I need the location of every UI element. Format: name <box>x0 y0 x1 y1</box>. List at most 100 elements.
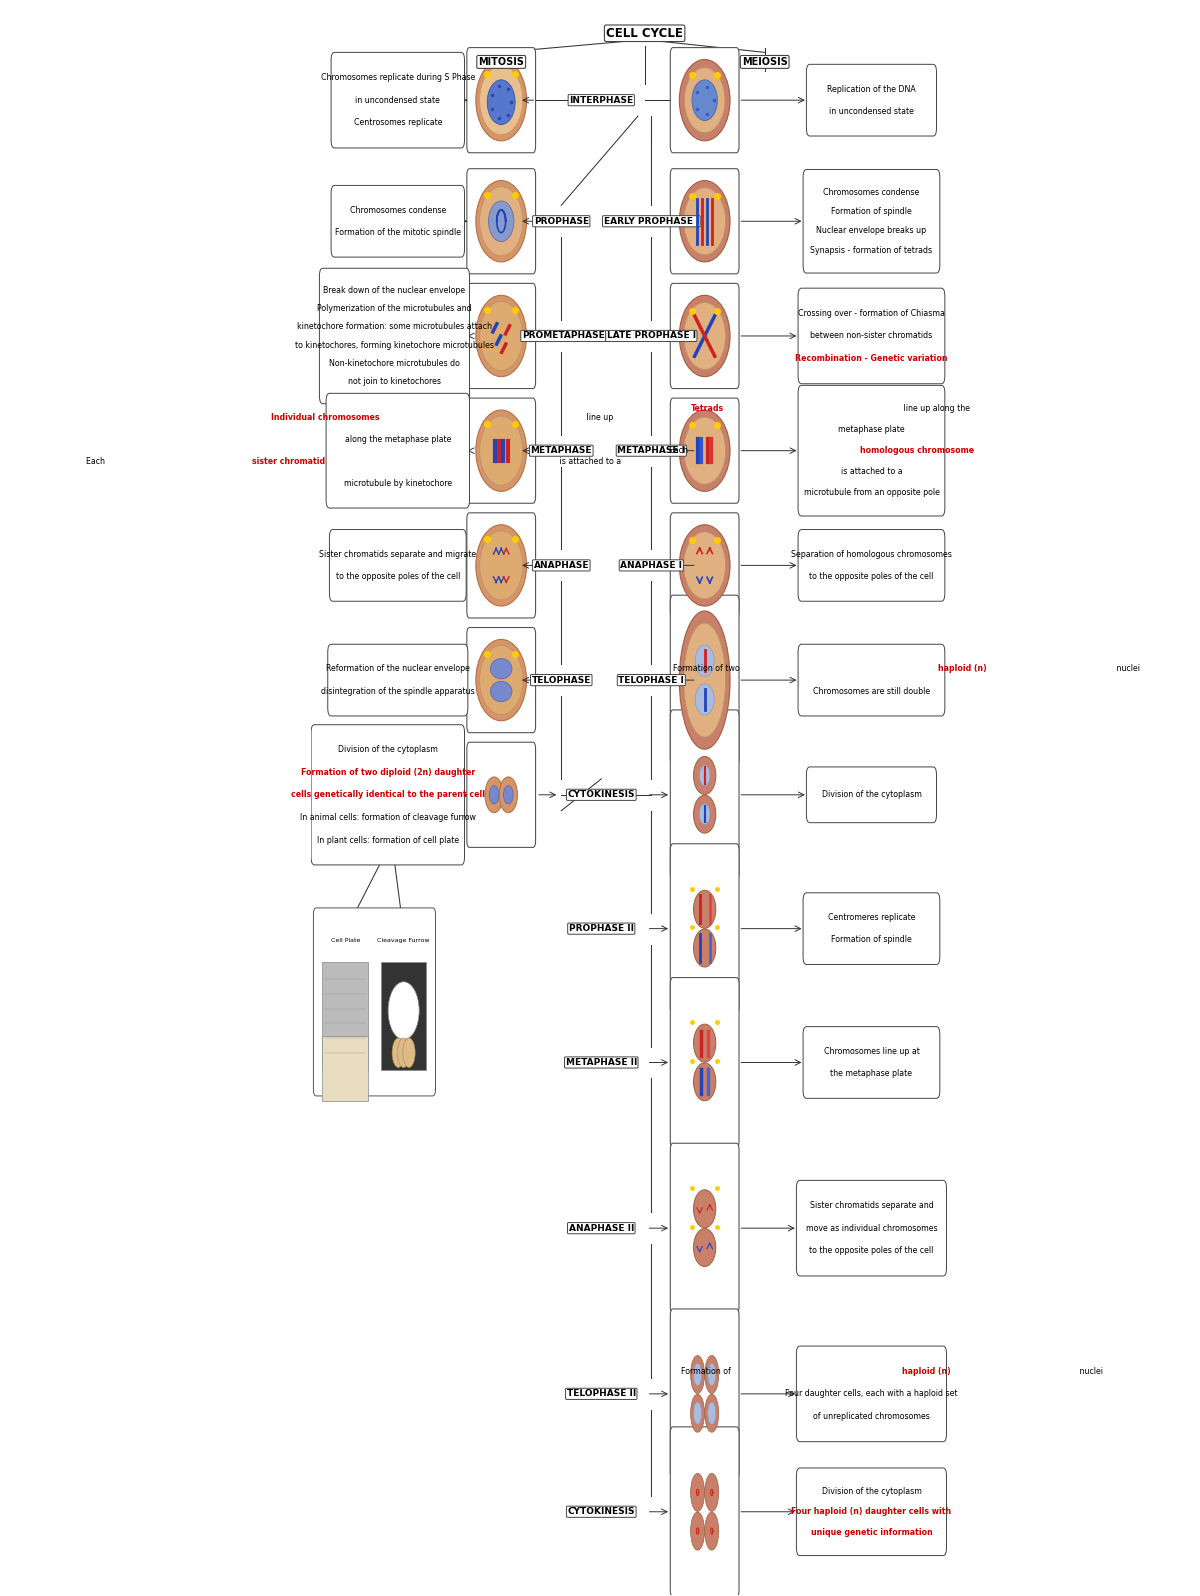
FancyBboxPatch shape <box>798 645 944 717</box>
Text: Polymerization of the microtubules and: Polymerization of the microtubules and <box>317 303 472 313</box>
FancyBboxPatch shape <box>467 512 535 618</box>
Text: metaphase plate: metaphase plate <box>838 425 905 434</box>
Text: LATE PROPHASE I: LATE PROPHASE I <box>607 332 696 340</box>
FancyBboxPatch shape <box>798 385 944 516</box>
Text: INTERPHASE: INTERPHASE <box>569 96 634 105</box>
Ellipse shape <box>694 795 716 833</box>
Ellipse shape <box>388 982 419 1039</box>
FancyBboxPatch shape <box>797 1468 947 1556</box>
Ellipse shape <box>694 1063 716 1101</box>
Text: nuclei: nuclei <box>1114 664 1140 674</box>
Ellipse shape <box>499 777 517 812</box>
Ellipse shape <box>480 531 523 600</box>
Ellipse shape <box>694 891 716 929</box>
Text: Reformation of the nuclear envelope: Reformation of the nuclear envelope <box>326 664 469 674</box>
Ellipse shape <box>684 531 726 598</box>
Text: Division of the cytoplasm: Division of the cytoplasm <box>822 790 922 800</box>
Text: is attached to a: is attached to a <box>557 456 622 466</box>
Ellipse shape <box>694 1189 716 1227</box>
Text: Crossing over - formation of Chiasma: Crossing over - formation of Chiasma <box>798 308 944 318</box>
Ellipse shape <box>694 1363 702 1385</box>
Text: Cleavage Furrow: Cleavage Furrow <box>377 938 430 943</box>
Text: to the opposite poles of the cell: to the opposite poles of the cell <box>336 571 460 581</box>
Text: TELOPHASE II: TELOPHASE II <box>566 1390 636 1398</box>
FancyBboxPatch shape <box>671 1309 739 1479</box>
Text: Sister chromatids separate and: Sister chromatids separate and <box>810 1200 934 1210</box>
Ellipse shape <box>476 640 527 721</box>
Text: Centrosomes replicate: Centrosomes replicate <box>354 118 442 128</box>
Ellipse shape <box>679 59 730 140</box>
Ellipse shape <box>704 1473 719 1511</box>
Text: to kinetochores, forming kinetochore microtubules: to kinetochores, forming kinetochore mic… <box>295 340 494 350</box>
FancyBboxPatch shape <box>671 978 739 1148</box>
Text: Four daughter cells, each with a haploid set: Four daughter cells, each with a haploid… <box>785 1390 958 1398</box>
FancyBboxPatch shape <box>671 844 739 1013</box>
Text: Synapsis - formation of tetrads: Synapsis - formation of tetrads <box>810 246 932 255</box>
Ellipse shape <box>692 80 718 121</box>
Text: METAPHASE: METAPHASE <box>530 447 592 455</box>
Text: TELOPHASE: TELOPHASE <box>532 675 590 685</box>
Text: in uncondensed state: in uncondensed state <box>829 107 914 117</box>
Ellipse shape <box>480 417 523 485</box>
FancyBboxPatch shape <box>467 48 535 153</box>
Text: to the opposite poles of the cell: to the opposite poles of the cell <box>809 1246 934 1256</box>
Ellipse shape <box>480 302 523 370</box>
FancyBboxPatch shape <box>331 53 464 148</box>
Ellipse shape <box>704 1395 719 1432</box>
FancyBboxPatch shape <box>803 892 940 964</box>
FancyBboxPatch shape <box>311 725 464 865</box>
Text: is attached to a: is attached to a <box>841 468 902 476</box>
FancyBboxPatch shape <box>467 169 535 275</box>
FancyBboxPatch shape <box>467 284 535 388</box>
Text: nuclei: nuclei <box>1078 1366 1104 1376</box>
Ellipse shape <box>684 417 726 484</box>
Text: EARLY PROPHASE I: EARLY PROPHASE I <box>604 217 700 225</box>
Text: Cell Plate: Cell Plate <box>330 938 360 943</box>
Text: Replication of the DNA: Replication of the DNA <box>827 85 916 94</box>
Ellipse shape <box>679 525 730 606</box>
Text: microtubule by kinetochore: microtubule by kinetochore <box>343 479 452 488</box>
Ellipse shape <box>708 1363 716 1385</box>
Text: ANAPHASE II: ANAPHASE II <box>569 1224 634 1232</box>
Text: to the opposite poles of the cell: to the opposite poles of the cell <box>809 571 934 581</box>
Ellipse shape <box>679 410 730 492</box>
Text: line up along the: line up along the <box>901 404 970 413</box>
FancyBboxPatch shape <box>328 645 468 717</box>
Text: haploid (n): haploid (n) <box>902 1366 950 1376</box>
Text: Chromosomes line up at: Chromosomes line up at <box>823 1047 919 1057</box>
Text: TELOPHASE I: TELOPHASE I <box>618 675 684 685</box>
Ellipse shape <box>700 804 710 825</box>
Text: homologous chromosome: homologous chromosome <box>860 447 974 455</box>
Text: Non-kinetochore microtubules do: Non-kinetochore microtubules do <box>329 359 460 369</box>
Ellipse shape <box>704 1355 719 1393</box>
Ellipse shape <box>504 785 514 804</box>
Ellipse shape <box>691 1395 704 1432</box>
FancyBboxPatch shape <box>798 530 944 602</box>
Text: PROMETAPHASE: PROMETAPHASE <box>522 332 605 340</box>
FancyBboxPatch shape <box>671 48 739 153</box>
FancyBboxPatch shape <box>798 289 944 383</box>
Text: CELL CYCLE: CELL CYCLE <box>606 27 683 40</box>
FancyBboxPatch shape <box>671 1427 739 1596</box>
Ellipse shape <box>694 757 716 795</box>
Text: Division of the cytoplasm: Division of the cytoplasm <box>338 745 438 755</box>
Text: Formation of two: Formation of two <box>672 664 742 674</box>
FancyBboxPatch shape <box>467 627 535 733</box>
Text: between non-sister chromatids: between non-sister chromatids <box>810 332 932 340</box>
Ellipse shape <box>694 1403 702 1424</box>
Text: Formation of spindle: Formation of spindle <box>832 207 912 215</box>
FancyBboxPatch shape <box>331 185 464 257</box>
Ellipse shape <box>392 1037 404 1068</box>
FancyBboxPatch shape <box>671 710 739 879</box>
Ellipse shape <box>488 201 514 241</box>
Ellipse shape <box>684 67 725 132</box>
Ellipse shape <box>490 785 499 804</box>
Text: METAPHASE II: METAPHASE II <box>565 1058 637 1068</box>
Text: In animal cells: formation of cleavage furrow: In animal cells: formation of cleavage f… <box>300 812 475 822</box>
Text: Each: Each <box>670 447 690 455</box>
Ellipse shape <box>491 659 512 678</box>
Text: Division of the cytoplasm: Division of the cytoplasm <box>822 1487 922 1495</box>
Ellipse shape <box>476 525 527 606</box>
FancyBboxPatch shape <box>313 908 436 1096</box>
Ellipse shape <box>700 764 710 785</box>
